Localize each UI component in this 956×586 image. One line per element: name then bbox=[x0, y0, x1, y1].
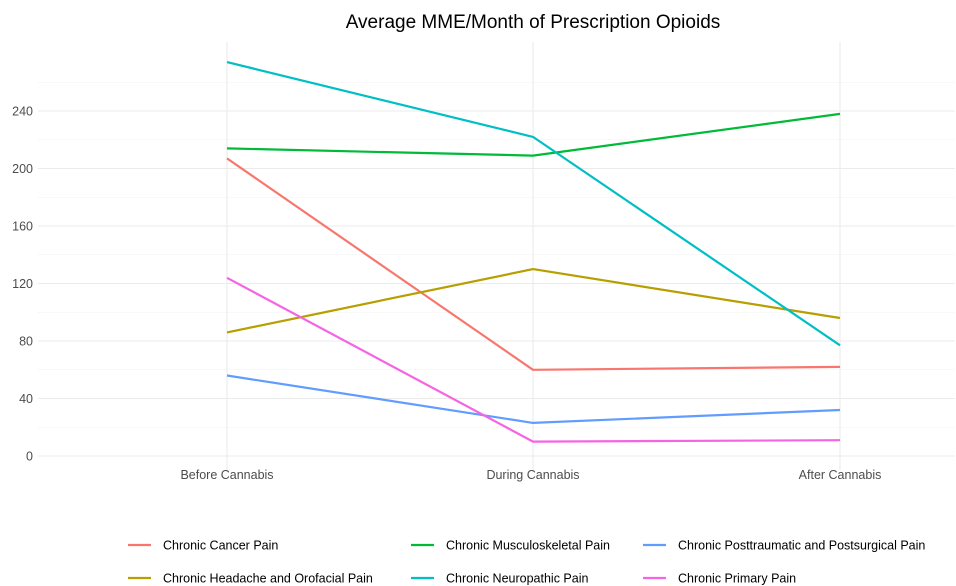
x-tick-label: During Cannabis bbox=[486, 468, 579, 482]
series-line bbox=[226, 276, 841, 443]
y-tick-label: 80 bbox=[19, 335, 33, 349]
series-line bbox=[226, 112, 841, 157]
legend-label: Chronic Cancer Pain bbox=[163, 539, 278, 553]
y-tick-label: 40 bbox=[19, 392, 33, 406]
chart-title: Average MME/Month of Prescription Opioid… bbox=[346, 12, 721, 33]
series-lines bbox=[226, 61, 841, 443]
series-line bbox=[226, 268, 841, 334]
series-line bbox=[226, 157, 841, 371]
x-tick-label: After Cannabis bbox=[799, 468, 882, 482]
y-axis-ticks: 0 40 80 120 160 200 240 bbox=[12, 105, 33, 464]
legend-label: Chronic Posttraumatic and Postsurgical P… bbox=[678, 539, 925, 553]
y-tick-label: 120 bbox=[12, 277, 33, 291]
x-axis-ticks: Before Cannabis During Cannabis After Cann… bbox=[180, 468, 881, 482]
y-tick-label: 240 bbox=[12, 105, 33, 119]
legend-label: Chronic Neuropathic Pain bbox=[446, 572, 588, 586]
legend-label: Chronic Musculoskeletal Pain bbox=[446, 539, 610, 553]
series-line bbox=[226, 374, 841, 424]
x-tick-label: Before Cannabis bbox=[180, 468, 273, 482]
legend: Chronic Cancer Pain Chronic Headache and … bbox=[128, 539, 925, 586]
y-tick-label: 0 bbox=[26, 450, 33, 464]
legend-label: Chronic Primary Pain bbox=[678, 572, 796, 586]
series-line bbox=[226, 61, 841, 347]
grid bbox=[38, 42, 955, 470]
legend-label: Chronic Headache and Orofacial Pain bbox=[163, 572, 373, 586]
y-tick-label: 160 bbox=[12, 220, 33, 234]
y-tick-label: 200 bbox=[12, 162, 33, 176]
